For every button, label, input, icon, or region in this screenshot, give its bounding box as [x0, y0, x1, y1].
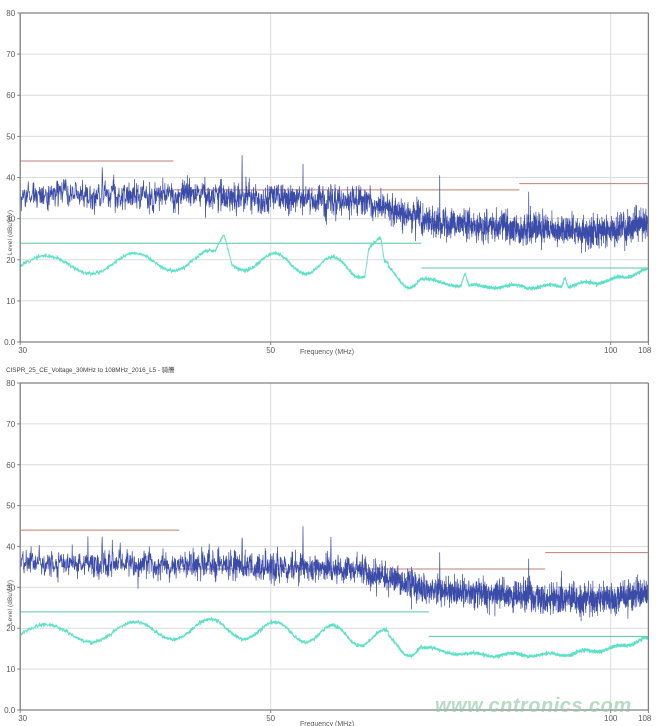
svg-text:60: 60 — [6, 461, 15, 470]
svg-text:0.0: 0.0 — [4, 706, 16, 715]
svg-text:80: 80 — [6, 379, 15, 388]
svg-text:70: 70 — [6, 420, 15, 429]
svg-text:108: 108 — [638, 714, 652, 723]
svg-text:50: 50 — [6, 502, 15, 511]
svg-text:10: 10 — [6, 665, 15, 674]
svg-text:30: 30 — [18, 714, 27, 723]
svg-text:20: 20 — [6, 624, 15, 633]
svg-text:50: 50 — [266, 714, 275, 723]
